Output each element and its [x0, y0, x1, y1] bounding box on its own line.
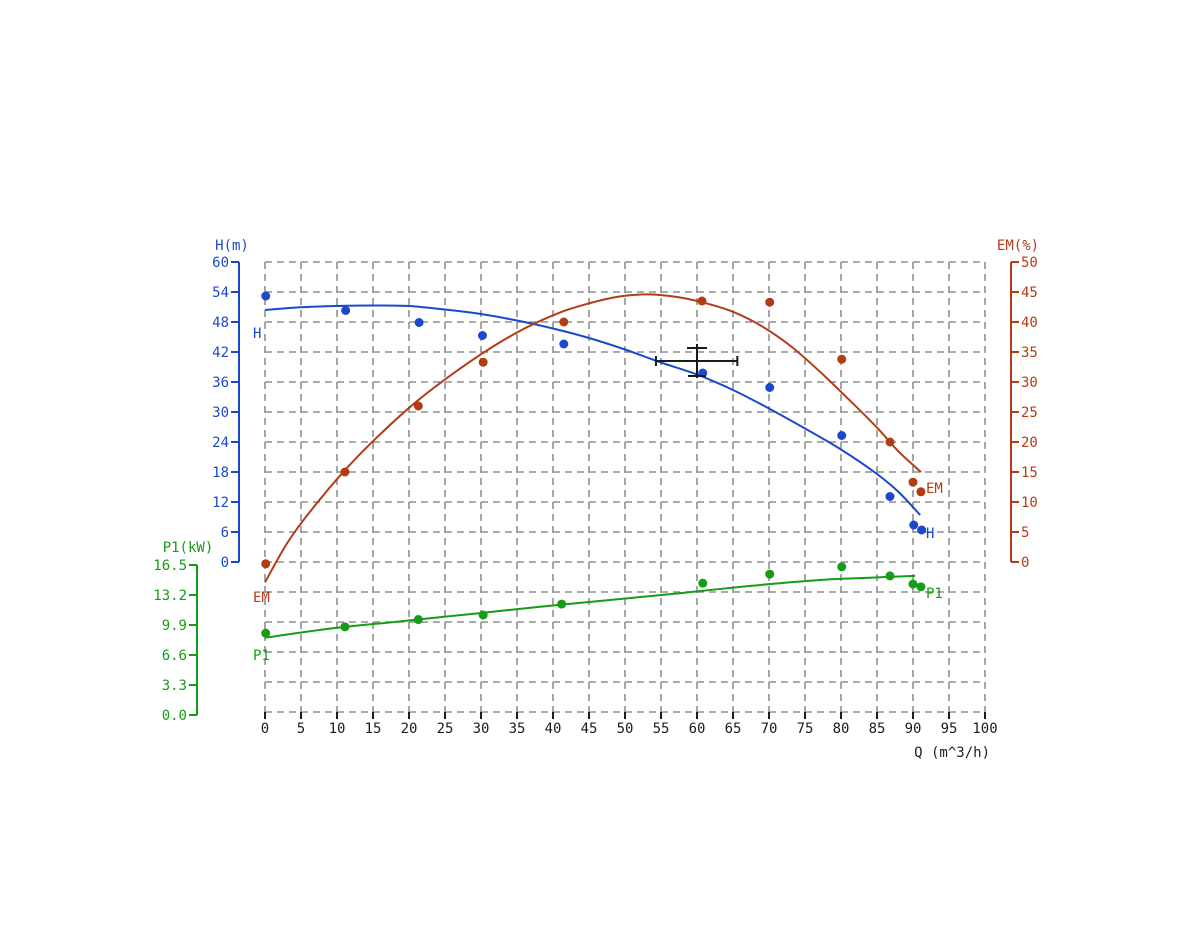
em-tick-label: 15: [1021, 465, 1038, 481]
x-tick-label: 80: [833, 721, 850, 737]
p1-data-point: [698, 578, 708, 588]
x-tick-label: 10: [329, 721, 346, 737]
x-tick-label: 85: [869, 721, 886, 737]
h-tick-label: 24: [212, 435, 229, 451]
em-data-point: [885, 437, 895, 447]
h-data-point: [765, 383, 775, 392]
h-tick-label: 12: [212, 495, 229, 511]
h-tick-label: 60: [212, 255, 229, 271]
x-tick-label: 0: [261, 721, 269, 737]
h-tick-label: 54: [212, 285, 229, 301]
em-tick-label: 35: [1021, 345, 1038, 361]
x-tick-label: 30: [473, 721, 490, 737]
x-tick-label: 20: [401, 721, 418, 737]
em-data-point: [765, 297, 775, 307]
x-tick-label: 40: [545, 721, 562, 737]
h-data-point: [837, 431, 847, 440]
em-data-point: [916, 487, 926, 497]
p1-data-point: [916, 582, 926, 592]
p1-data-point: [908, 579, 918, 589]
em-tick-label: 40: [1021, 315, 1038, 331]
x-tick-label: 70: [761, 721, 778, 737]
p1-curve: [264, 574, 916, 639]
p1-data-point: [837, 562, 847, 572]
em-tick-label: 0: [1021, 555, 1029, 571]
x-tick-label: 15: [365, 721, 382, 737]
h-tick-label: 6: [221, 525, 229, 541]
p1-axis-title: P1(kW): [163, 540, 214, 556]
h-tick-label: 30: [212, 405, 229, 421]
p1-tick-label: 16.5: [153, 558, 187, 574]
p1-data-point: [478, 610, 488, 620]
p1-data-point: [261, 628, 271, 638]
h-tick-label: 36: [212, 375, 229, 391]
em-data-point: [413, 401, 423, 411]
em-tick-label: 50: [1021, 255, 1038, 271]
p1-data-point: [765, 569, 775, 579]
p1-data-point: [340, 622, 350, 632]
em-axis-title: EM(%): [997, 238, 1039, 254]
p1-tick-label: 6.6: [162, 648, 187, 664]
h-data-point: [559, 339, 569, 349]
p1-curve-start-label: P1: [253, 648, 270, 664]
em-tick-label: 10: [1021, 495, 1038, 511]
x-axis-title: Q (m^3/h): [914, 745, 990, 761]
em-tick-label: 20: [1021, 435, 1038, 451]
em-data-point: [478, 357, 488, 367]
em-data-point: [340, 467, 350, 477]
p1-tick-label: 9.9: [162, 618, 187, 634]
h-curve-end-label: H: [926, 526, 934, 542]
h-curve-start-label: H: [253, 326, 261, 342]
em-data-point: [837, 354, 847, 364]
p1-tick-label: 0.0: [162, 708, 187, 724]
em-data-point: [697, 296, 707, 306]
h-data-point: [261, 291, 271, 301]
em-tick-label: 30: [1021, 375, 1038, 391]
x-tick-label: 90: [905, 721, 922, 737]
h-data-point: [414, 318, 424, 327]
x-tick-label: 60: [689, 721, 706, 737]
x-tick-label: 65: [725, 721, 742, 737]
x-tick-label: 35: [509, 721, 526, 737]
em-curve: [264, 293, 922, 583]
x-tick-label: 50: [617, 721, 634, 737]
h-axis-title: H(m): [215, 238, 249, 254]
x-tick-label: 45: [581, 721, 598, 737]
em-curve-end-label: EM: [926, 481, 943, 497]
h-data-point: [917, 525, 927, 535]
p1-data-point: [413, 615, 423, 625]
h-tick-label: 48: [212, 315, 229, 331]
h-curve: [264, 304, 921, 516]
x-tick-label: 75: [797, 721, 814, 737]
p1-data-point: [557, 599, 567, 609]
em-data-point: [261, 559, 271, 569]
h-tick-label: 18: [212, 465, 229, 481]
h-data-point: [477, 331, 487, 340]
h-tick-label: 42: [212, 345, 229, 361]
x-tick-label: 95: [941, 721, 958, 737]
h-data-point: [885, 492, 895, 501]
em-tick-label: 25: [1021, 405, 1038, 421]
em-data-point: [559, 317, 569, 327]
x-tick-label: 100: [972, 721, 997, 737]
x-tick-label: 25: [437, 721, 454, 737]
h-data-point: [909, 520, 919, 530]
x-tick-label: 5: [297, 721, 305, 737]
em-tick-label: 45: [1021, 285, 1038, 301]
p1-tick-label: 13.2: [153, 588, 187, 604]
em-curve-start-label: EM: [253, 590, 270, 606]
x-tick-label: 55: [653, 721, 670, 737]
h-data-point: [341, 306, 351, 315]
em-data-point: [908, 477, 918, 487]
p1-tick-label: 3.3: [162, 678, 187, 694]
p1-data-point: [885, 571, 895, 581]
h-tick-label: 0: [221, 555, 229, 571]
p1-curve-end-label: P1: [926, 586, 943, 602]
em-tick-label: 5: [1021, 525, 1029, 541]
